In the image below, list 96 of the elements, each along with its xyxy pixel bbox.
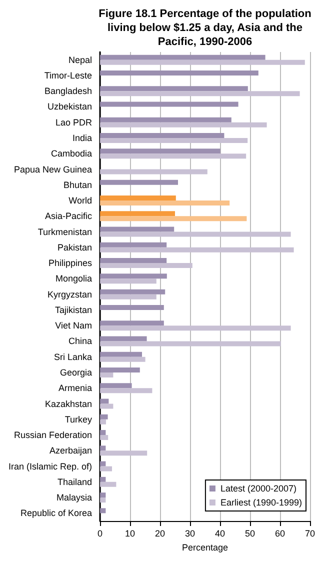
bar bbox=[100, 461, 106, 466]
bar bbox=[100, 336, 147, 342]
bar bbox=[100, 492, 106, 498]
bar bbox=[100, 466, 112, 472]
x-tick-label: 60 bbox=[274, 528, 286, 538]
bar bbox=[100, 294, 156, 300]
bar bbox=[100, 341, 281, 346]
bar bbox=[100, 446, 106, 451]
y-tick-label: Azerbaijan bbox=[49, 446, 92, 456]
bar bbox=[100, 482, 116, 487]
y-tick-label: China bbox=[68, 336, 92, 346]
bar bbox=[100, 138, 248, 143]
x-tick-label: 20 bbox=[154, 528, 166, 538]
bar bbox=[100, 263, 192, 268]
bar bbox=[100, 498, 106, 503]
y-tick-label: Georgia bbox=[60, 367, 92, 378]
bar bbox=[100, 414, 108, 420]
bar bbox=[100, 278, 156, 284]
bar bbox=[100, 70, 258, 76]
y-tick-label: Lao PDR bbox=[55, 117, 92, 128]
y-tick-label: Sri Lanka bbox=[54, 352, 92, 362]
bar bbox=[100, 54, 266, 60]
y-tick-label: India bbox=[72, 132, 92, 143]
bar bbox=[100, 132, 224, 138]
bar bbox=[100, 508, 106, 514]
bar bbox=[100, 216, 247, 222]
bar bbox=[100, 356, 146, 362]
bar bbox=[100, 320, 164, 326]
x-tick-label: 40 bbox=[214, 528, 226, 538]
y-tick-label: Malaysia bbox=[56, 492, 92, 503]
bar bbox=[100, 117, 232, 122]
bar bbox=[100, 91, 300, 96]
bar bbox=[100, 383, 132, 388]
y-tick-label: Bhutan bbox=[63, 180, 92, 190]
bar bbox=[100, 388, 152, 394]
x-tick-label: 50 bbox=[244, 528, 256, 538]
bar bbox=[100, 242, 167, 248]
y-tick-label: Kyrgyzstan bbox=[47, 289, 92, 300]
x-tick-label: 70 bbox=[304, 528, 316, 538]
y-tick-label: World bbox=[68, 196, 92, 206]
bar bbox=[100, 367, 140, 372]
bar bbox=[100, 430, 106, 436]
bar bbox=[100, 289, 166, 294]
y-tick-label: Philippines bbox=[48, 258, 92, 268]
bar bbox=[100, 247, 294, 252]
y-tick-label: Bangladesh bbox=[44, 86, 92, 96]
y-tick-label: Viet Nam bbox=[55, 320, 92, 331]
bar bbox=[100, 352, 142, 357]
bar bbox=[100, 232, 291, 237]
bar bbox=[100, 180, 178, 185]
y-tick-label: Armenia bbox=[58, 383, 92, 394]
bar bbox=[100, 274, 167, 279]
y-tick-label: Mongolia bbox=[55, 274, 92, 284]
y-tick-label: Tajikistan bbox=[54, 304, 92, 315]
legend-label: Earliest (1990-1999) bbox=[220, 498, 302, 508]
y-tick-label: Papua New Guinea bbox=[14, 164, 92, 174]
y-tick-label: Thailand bbox=[57, 476, 92, 487]
y-tick-label: Cambodia bbox=[50, 148, 92, 159]
y-tick-label: Turkmenistan bbox=[38, 226, 92, 237]
bar bbox=[100, 398, 109, 404]
bar bbox=[100, 122, 267, 128]
x-tick-label: 0 bbox=[97, 528, 103, 538]
y-tick-label: Republic of Korea bbox=[20, 508, 92, 518]
x-axis-title: Percentage bbox=[182, 542, 228, 552]
bar bbox=[100, 169, 208, 174]
y-tick-label: Iran (Islamic Rep. of) bbox=[8, 461, 92, 472]
bar bbox=[100, 419, 106, 424]
bar bbox=[100, 450, 148, 456]
bar bbox=[100, 326, 291, 331]
bar bbox=[100, 148, 220, 154]
y-tick-label: Turkey bbox=[64, 414, 92, 424]
x-tick-label: 10 bbox=[124, 528, 136, 538]
bar bbox=[100, 86, 248, 92]
legend-label: Latest (2000-2007) bbox=[220, 484, 297, 494]
bar bbox=[100, 226, 174, 232]
y-tick-label: Nepal bbox=[68, 54, 92, 65]
bar bbox=[100, 102, 238, 107]
x-tick-label: 30 bbox=[184, 528, 196, 538]
y-tick-label: Kazakhstan bbox=[44, 398, 92, 409]
bar bbox=[100, 372, 114, 378]
y-tick-label: Asia-Pacific bbox=[44, 211, 92, 222]
chart-title: Figure 18.1 Percentage of the population living below $1.25 a day, Asia and the Pacific, 1990-2006 bbox=[98, 8, 312, 48]
y-tick-label: Pakistan bbox=[57, 242, 92, 252]
bar bbox=[100, 476, 106, 482]
bar bbox=[100, 304, 164, 310]
y-tick-label: Russian Federation bbox=[14, 430, 92, 440]
bar bbox=[100, 435, 108, 440]
bar bbox=[100, 60, 305, 65]
y-tick-label: Uzbekistan bbox=[47, 102, 92, 112]
bar bbox=[100, 211, 175, 216]
y-tick-label: Timor-Leste bbox=[44, 70, 92, 80]
bar bbox=[100, 196, 176, 201]
bar bbox=[100, 154, 246, 159]
bar bbox=[100, 258, 167, 264]
bar bbox=[100, 200, 230, 206]
bar bbox=[100, 404, 114, 409]
